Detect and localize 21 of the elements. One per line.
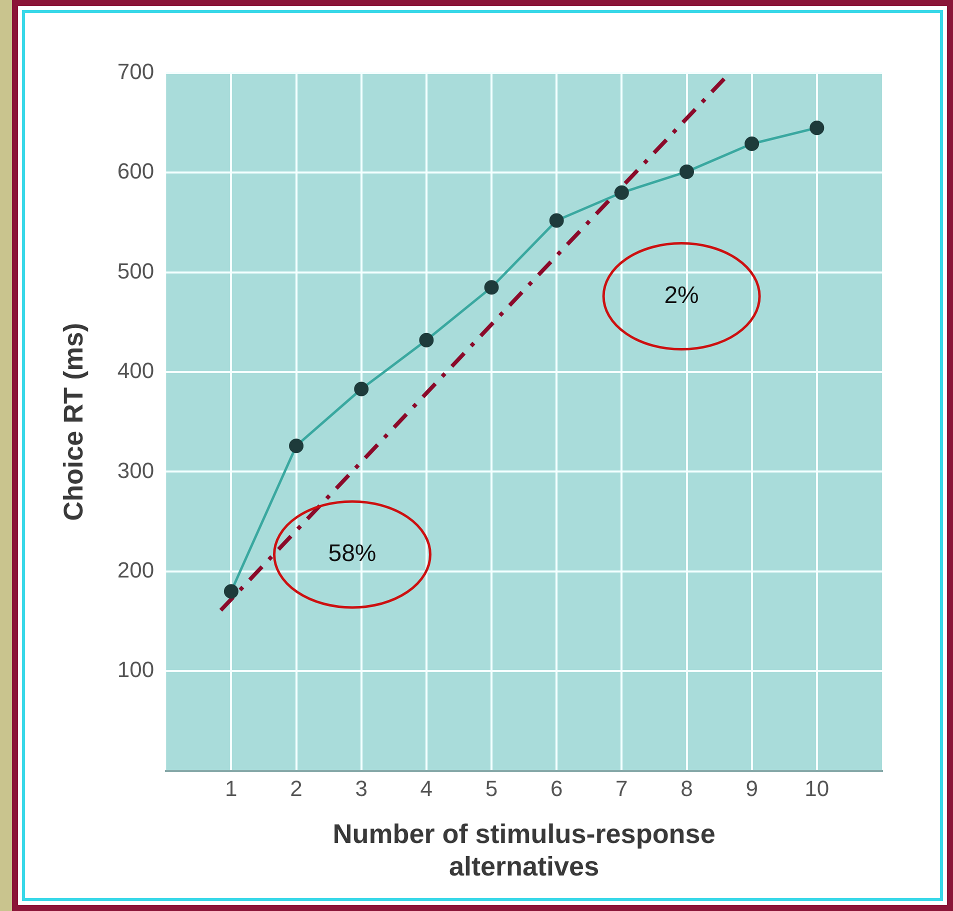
x-axis-title: Number of stimulus-response alternatives [332,818,716,882]
x-tick-label: 3 [355,776,368,802]
y-tick-label: 700 [117,59,154,84]
x-tick-label: 1 [225,776,238,802]
x-tick-label: 8 [680,776,693,802]
x-tick-label: 5 [485,776,498,802]
x-tick-label: 6 [550,776,563,802]
annotation: 2% [664,282,699,309]
x-tick-label: 2 [290,776,302,802]
y-tick-label: 600 [117,158,154,184]
y-tick-label: 400 [117,358,154,384]
y-axis-title: Choice RT (ms) [58,322,89,521]
x-tick-label: 7 [616,776,628,802]
y-tick-label: 300 [117,458,154,483]
y-tick-label: 500 [117,258,154,284]
y-tick-label: 100 [117,657,154,682]
annotation: 58% [328,540,376,568]
x-tick-label: 4 [420,776,433,802]
x-tick-label: 10 [804,776,830,802]
x-tick-label: 9 [746,776,758,802]
y-tick-label: 200 [117,557,154,582]
